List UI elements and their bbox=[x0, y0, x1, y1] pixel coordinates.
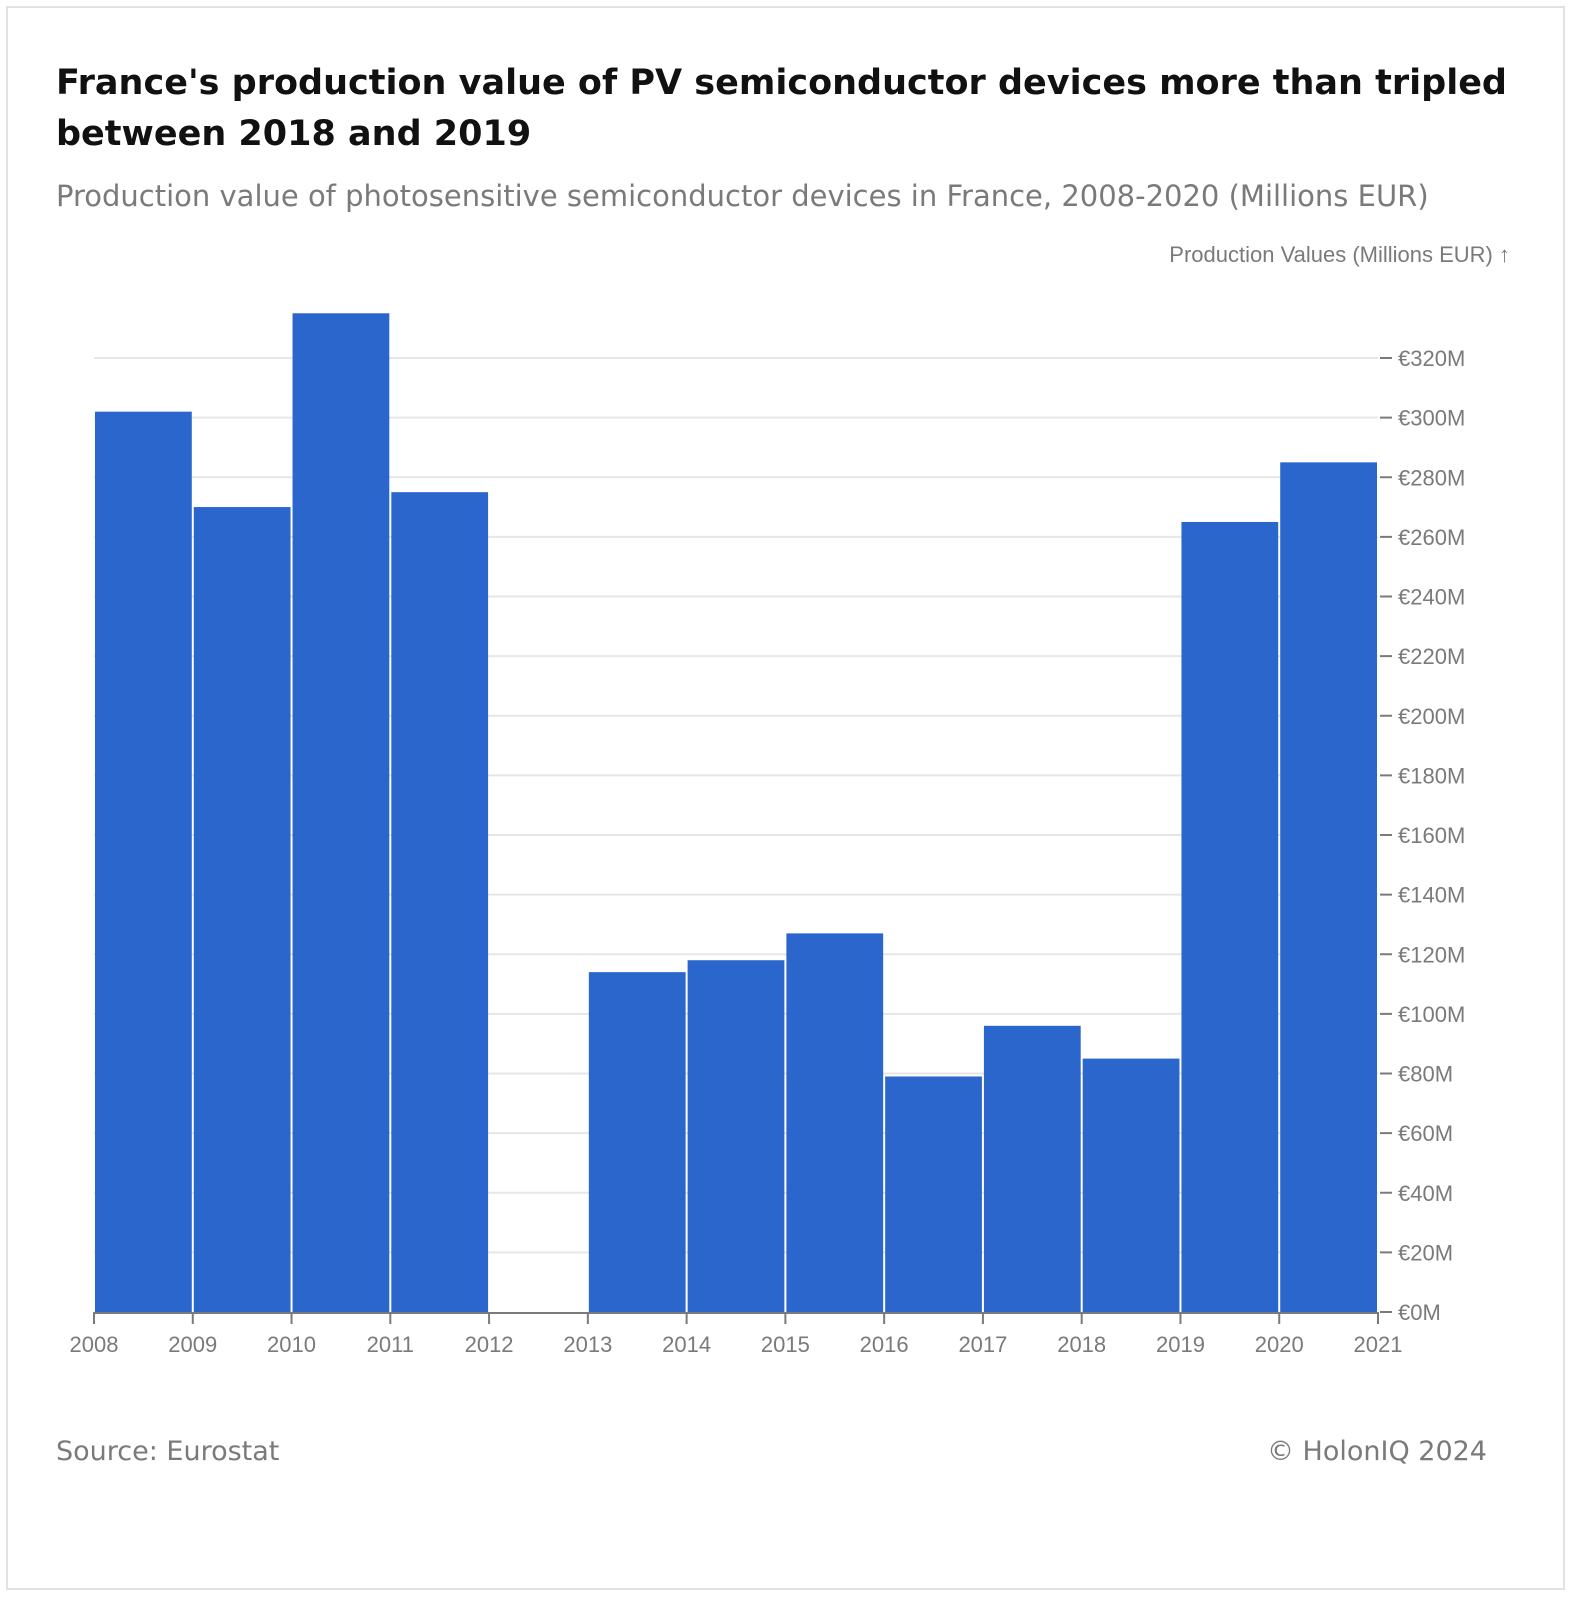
bar-2015 bbox=[786, 933, 884, 1312]
y-tick-label: €40M bbox=[1398, 1181, 1453, 1206]
bar-2011 bbox=[391, 492, 489, 1312]
x-tick-label: 2010 bbox=[267, 1332, 316, 1357]
source-note: Source: Eurostat bbox=[56, 1436, 280, 1467]
x-tick-label: 2017 bbox=[958, 1332, 1007, 1357]
y-tick-label: €60M bbox=[1398, 1121, 1453, 1146]
bar-2019 bbox=[1181, 521, 1279, 1312]
bar-2017 bbox=[983, 1025, 1081, 1312]
x-tick-label: 2020 bbox=[1255, 1332, 1304, 1357]
bar-2010 bbox=[292, 313, 390, 1312]
x-tick-label: 2016 bbox=[860, 1332, 909, 1357]
y-tick-label: €220M bbox=[1398, 644, 1465, 669]
chart-title: France's production value of PV semicond… bbox=[56, 63, 1507, 154]
y-tick-label: €180M bbox=[1398, 763, 1465, 788]
x-tick-label: 2008 bbox=[70, 1332, 119, 1357]
y-tick-label: €320M bbox=[1398, 346, 1465, 371]
x-tick-label: 2011 bbox=[367, 1332, 414, 1357]
y-tick-label: €80M bbox=[1398, 1062, 1453, 1087]
x-tick-label: 2021 bbox=[1354, 1332, 1403, 1357]
y-tick-label: €100M bbox=[1398, 1002, 1465, 1027]
bar-2018 bbox=[1082, 1058, 1180, 1312]
y-tick-label: €280M bbox=[1398, 465, 1465, 490]
y-tick-label: €120M bbox=[1398, 942, 1465, 967]
y-tick-label: €140M bbox=[1398, 883, 1465, 908]
bar-2008 bbox=[95, 411, 192, 1313]
bar-2013 bbox=[588, 972, 686, 1312]
x-tick-label: 2012 bbox=[465, 1332, 514, 1357]
y-tick-label: €260M bbox=[1398, 525, 1465, 550]
bar-2009 bbox=[193, 507, 291, 1312]
y-tick-label: €160M bbox=[1398, 823, 1465, 848]
y-tick-label: €200M bbox=[1398, 704, 1465, 729]
y-tick-label: €0M bbox=[1398, 1300, 1441, 1325]
bars bbox=[95, 313, 1377, 1313]
x-tick-label: 2018 bbox=[1057, 1332, 1106, 1357]
y-axis-label: Production Values (Millions EUR) ↑ bbox=[1169, 242, 1510, 267]
x-tick-label: 2009 bbox=[168, 1332, 217, 1357]
bar-2020 bbox=[1280, 462, 1377, 1312]
y-tick-label: €300M bbox=[1398, 406, 1465, 431]
bar-2014 bbox=[687, 960, 785, 1312]
axes: €0M €20M €40M €60M €80M €100M €120M €140M €160M €… bbox=[70, 346, 1466, 1357]
y-tick-label: €20M bbox=[1398, 1240, 1453, 1265]
y-tick-label: €240M bbox=[1398, 585, 1465, 610]
x-tick-label: 2013 bbox=[563, 1332, 612, 1357]
bar-2016 bbox=[885, 1076, 982, 1312]
copyright-note: © HolonIQ 2024 bbox=[1266, 1436, 1487, 1467]
x-tick-label: 2019 bbox=[1156, 1332, 1205, 1357]
x-tick-label: 2014 bbox=[662, 1332, 711, 1357]
x-tick-label: 2015 bbox=[761, 1332, 810, 1357]
chart-subtitle: Production value of photosensitive semic… bbox=[56, 179, 1429, 213]
